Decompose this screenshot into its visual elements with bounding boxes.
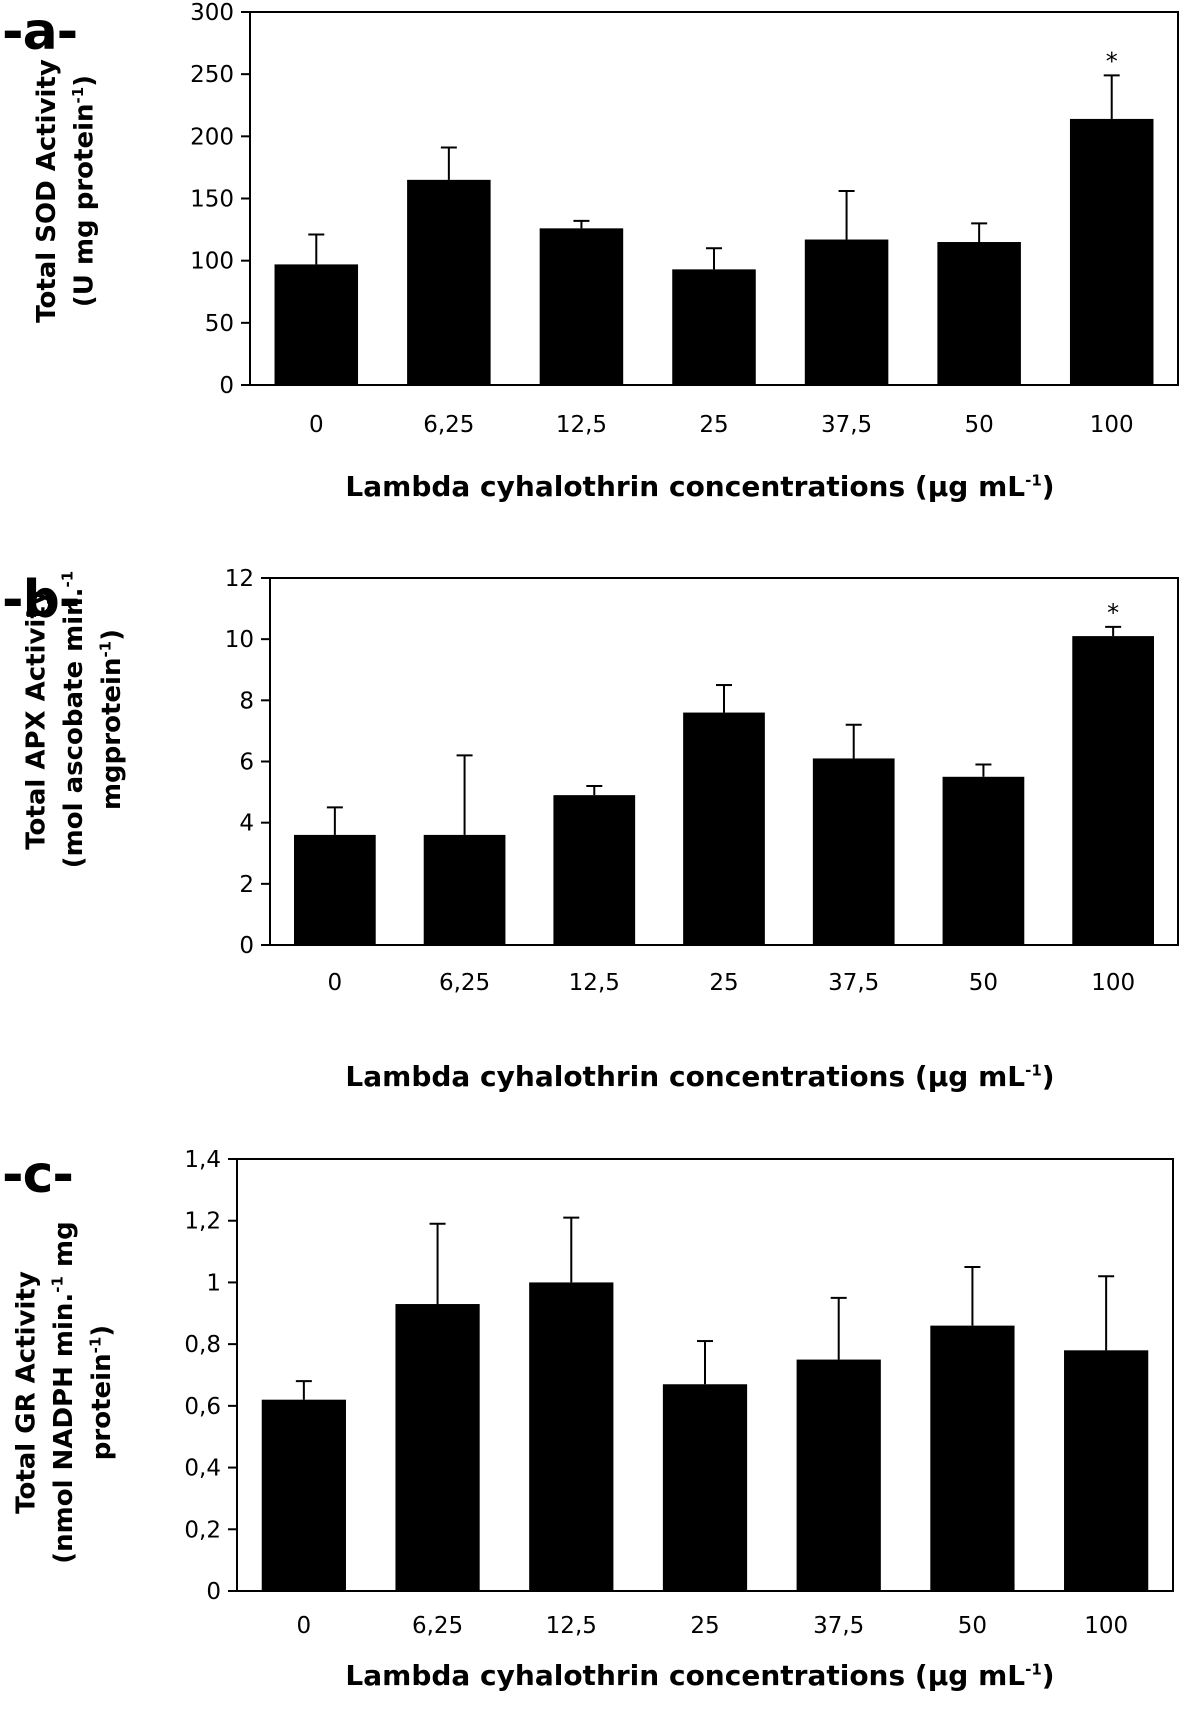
bar [796, 1359, 881, 1591]
bar [662, 1384, 748, 1591]
panel-label: -b- [2, 570, 80, 630]
chart-a-svg: 0 50 100 150 200 250 300 0 6,25 12,5 25 37,5 50 * 100 [190, 0, 1179, 438]
chart-panel-c: -c- Total GR Activity (nmol NADPH min.-1… [0, 1105, 1200, 1717]
x-tick-label: 6,25 [423, 412, 474, 438]
y-tick-label: 250 [190, 62, 234, 88]
y-tick-label: 0 [239, 933, 254, 959]
y-tick-label: 6 [239, 750, 254, 776]
bar [539, 228, 624, 385]
bar [407, 179, 491, 385]
x-axis-title: Lambda cyhalothrin concentrations (µg mL… [345, 1060, 1055, 1093]
y-tick-label: 150 [190, 187, 234, 213]
chart-panel-b: -b- Total APX Activity (mol ascobate min… [0, 520, 1200, 1105]
bar [553, 795, 636, 945]
x-tick-label: 37,5 [813, 1613, 864, 1639]
x-tick-label: 0 [328, 970, 343, 996]
x-tick-label: 100 [1090, 412, 1134, 438]
bar [529, 1282, 614, 1591]
bar [1069, 118, 1154, 385]
x-tick-label: 12,5 [546, 1613, 597, 1639]
y-tick-label: 1,2 [184, 1209, 221, 1235]
x-tick-label: 0 [309, 412, 324, 438]
bar [1072, 636, 1155, 945]
bar [274, 264, 359, 385]
y-tick-label: 12 [225, 566, 254, 592]
x-axis-title: Lambda cyhalothrin concentrations (µg mL… [345, 470, 1055, 503]
bar [672, 269, 756, 385]
x-tick-label: 12,5 [556, 412, 607, 438]
x-tick-label: 100 [1091, 970, 1135, 996]
x-tick-label: 25 [699, 412, 728, 438]
significance-marker: * [1107, 599, 1119, 627]
chart-c-svg: 0 0,2 0,4 0,6 0,8 1 1,2 1,4 0 6,25 12,5 25 37,5 50 100 [184, 1147, 1174, 1639]
bar [812, 758, 895, 945]
y-tick-label: 10 [225, 627, 254, 653]
chart-b-svg: 0 2 4 6 8 10 12 0 6,25 12,5 25 37,5 50 * 100 [225, 566, 1179, 996]
bar [930, 1325, 1015, 1591]
y-tick-label: 50 [205, 311, 234, 337]
chart-panel-a: -a- Total SOD Activity (U mg protein-1) … [0, 0, 1200, 520]
x-tick-label: 6,25 [439, 970, 490, 996]
panel-label: -c- [2, 1145, 74, 1205]
bar [423, 834, 506, 945]
y-tick-label: 200 [190, 124, 234, 150]
y-tick-label: 2 [239, 872, 254, 898]
y-tick-label: 0,6 [184, 1394, 221, 1420]
x-tick-label: 25 [690, 1613, 719, 1639]
y-tick-label: 0 [219, 373, 234, 399]
x-tick-label: 50 [969, 970, 998, 996]
bar [683, 712, 765, 945]
x-tick-label: 12,5 [569, 970, 620, 996]
y-tick-label: 100 [190, 249, 234, 275]
x-tick-label: 37,5 [821, 412, 872, 438]
x-tick-label: 0 [297, 1613, 312, 1639]
bar [1064, 1350, 1149, 1591]
x-axis-title: Lambda cyhalothrin concentrations (µg mL… [345, 1659, 1055, 1692]
bar [804, 239, 889, 385]
y-tick-label: 1,4 [184, 1147, 221, 1173]
y-tick-label: 0,4 [184, 1456, 221, 1482]
x-tick-label: 6,25 [412, 1613, 463, 1639]
x-tick-label: 25 [709, 970, 738, 996]
significance-marker: * [1106, 47, 1118, 75]
y-tick-label: 300 [190, 0, 234, 26]
y-tick-label: 8 [239, 688, 254, 714]
y-tick-label: 4 [239, 811, 254, 837]
x-tick-label: 50 [958, 1613, 987, 1639]
y-tick-label: 0,8 [184, 1332, 221, 1358]
bar [937, 242, 1021, 385]
y-tick-label: 0,2 [184, 1517, 221, 1543]
bar [395, 1304, 480, 1591]
x-tick-label: 50 [965, 412, 994, 438]
panel-label: -a- [2, 2, 78, 62]
bar [293, 834, 376, 945]
y-tick-label: 0 [206, 1579, 221, 1605]
x-tick-label: 100 [1084, 1613, 1128, 1639]
bar [942, 776, 1025, 945]
bar [261, 1399, 346, 1591]
y-tick-label: 1 [206, 1270, 221, 1296]
x-tick-label: 37,5 [828, 970, 879, 996]
